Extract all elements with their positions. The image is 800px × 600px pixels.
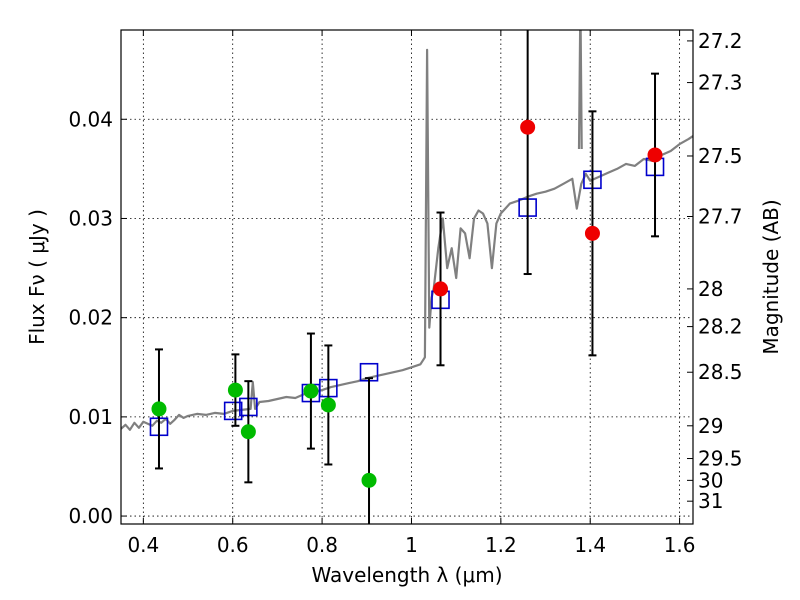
x-tick-label: 0.6	[217, 533, 249, 557]
x-axis-title: Wavelength λ (μm)	[311, 563, 502, 587]
y2-tick-label: 30	[698, 468, 723, 492]
x-tick-label: 1.4	[574, 533, 606, 557]
y2-tick-label: 27.2	[698, 29, 743, 53]
y2-tick-label: 28.5	[698, 360, 743, 384]
green-flux-point	[303, 383, 319, 399]
x-tick-label: 1.6	[664, 533, 696, 557]
red-flux-point	[520, 119, 536, 135]
y2-tick-label: 28	[698, 277, 723, 301]
y-tick-label: 0.02	[68, 306, 113, 330]
y2-tick-label: 27.7	[698, 204, 743, 228]
plot-area	[121, 30, 693, 524]
x-tick-label: 1.2	[485, 533, 517, 557]
red-flux-point	[647, 147, 663, 163]
red-flux-point	[433, 281, 449, 297]
y2-tick-label: 27.5	[698, 144, 743, 168]
y2-tick-label: 29.5	[698, 447, 743, 471]
green-flux-point	[151, 401, 167, 417]
model-flux-marker	[223, 401, 243, 421]
y-tick-label: 0.00	[68, 504, 113, 528]
plot-background	[121, 30, 693, 524]
model-spectrum-line	[121, 48, 693, 431]
y-tick-label: 0.04	[68, 107, 113, 131]
green-flux-point	[227, 382, 243, 398]
axes: 0.4 0.6 0.8 1 1.2 1.4 1.6 0.00 0.01 0.02 0.03 0.04 2…	[68, 29, 742, 557]
y-tick-label: 0.03	[68, 206, 113, 230]
x-tick-label: 0.8	[306, 533, 338, 557]
x-tick-label: 0.4	[127, 533, 159, 557]
y-tick-label: 0.01	[68, 405, 113, 429]
plot-frame	[120, 29, 694, 525]
y2-axis-title: Magnitude (AB)	[759, 199, 783, 354]
y2-tick-label: 27.3	[698, 71, 743, 95]
green-flux-point	[361, 472, 377, 488]
green-flux-point	[240, 424, 256, 440]
green-flux-point	[320, 397, 336, 413]
model-spectrum-line	[577, 30, 583, 150]
red-flux-point	[584, 225, 600, 241]
x-tick-label: 1	[405, 533, 418, 557]
y2-tick-label: 28.2	[698, 315, 743, 339]
y-axis-title: Flux Fν ( μJy )	[25, 209, 49, 345]
y2-tick-label: 29	[698, 414, 723, 438]
y2-tick-label: 31	[698, 489, 723, 513]
